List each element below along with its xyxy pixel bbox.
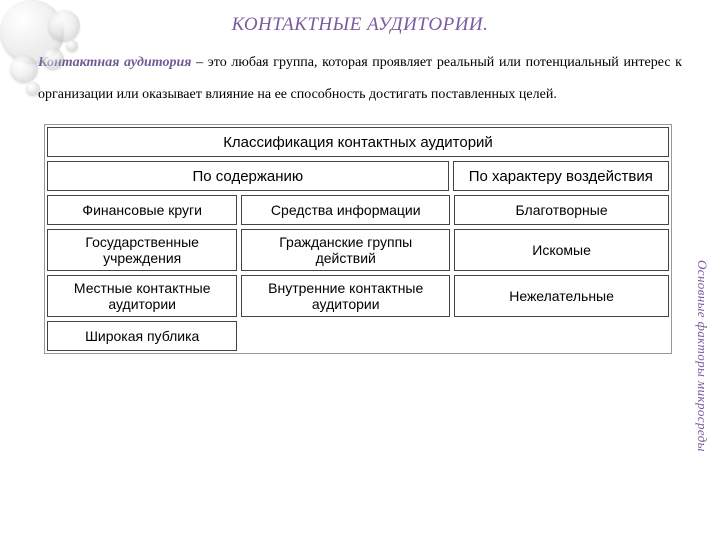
table-row: По содержаниюПо характеру воздействия — [45, 159, 671, 193]
page-title: КОНТАКТНЫЕ АУДИТОРИИ. — [0, 0, 720, 46]
table-cell — [241, 321, 450, 351]
table-cell: Благотворные — [454, 195, 669, 225]
table-row: Местные контактные аудиторииВнутренние к… — [45, 273, 671, 319]
table-cell: Местные контактные аудитории — [47, 275, 237, 317]
classification-table: Классификация контактных аудиторийПо сод… — [44, 124, 672, 354]
table-cell: Искомые — [454, 229, 669, 271]
table-cell — [454, 321, 669, 351]
table-row: Финансовые кругиСредства информацииБлаго… — [45, 193, 671, 227]
table-row: Государственные учрежденияГражданские гр… — [45, 227, 671, 273]
table-cell: Государственные учреждения — [47, 229, 237, 271]
table-cell: Финансовые круги — [47, 195, 237, 225]
table-cell: По содержанию — [47, 161, 449, 191]
table-cell: Широкая публика — [47, 321, 237, 351]
table-cell: Средства информации — [241, 195, 450, 225]
table-cell: Гражданские группы действий — [241, 229, 450, 271]
table-row: Классификация контактных аудиторий — [45, 125, 671, 159]
definition-paragraph: Контактная аудитория – это любая группа,… — [0, 46, 720, 110]
definition-term: Контактная аудитория — [38, 55, 191, 70]
table-cell: Внутренние контактные аудитории — [241, 275, 450, 317]
side-caption: Основные факторы микросреды — [694, 260, 710, 452]
table-row: Широкая публика — [45, 319, 671, 353]
table-cell: Нежелательные — [454, 275, 669, 317]
table-cell: Классификация контактных аудиторий — [47, 127, 669, 157]
table-cell: По характеру воздействия — [453, 161, 669, 191]
